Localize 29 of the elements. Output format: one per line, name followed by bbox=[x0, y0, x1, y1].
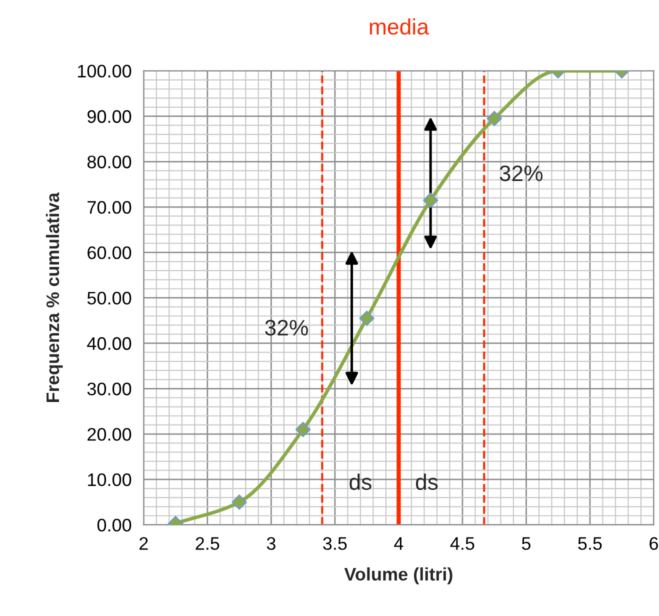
x-tick-label: 6 bbox=[650, 537, 658, 550]
y-tick-label: 10.00 bbox=[88, 473, 132, 486]
y-tick-label: 100.00 bbox=[78, 64, 132, 78]
y-tick-label: 40.00 bbox=[87, 337, 132, 350]
annotation: ds bbox=[416, 474, 438, 490]
point bbox=[295, 422, 311, 438]
y-tick-label: 30.00 bbox=[87, 382, 132, 396]
x-tick-label: 4.5 bbox=[450, 537, 474, 550]
annotation: ds bbox=[350, 474, 372, 490]
x-axis-title: Volume (litri) bbox=[344, 567, 452, 584]
y-tick-label: 70.00 bbox=[88, 200, 132, 214]
x-tick-label: 4 bbox=[394, 537, 404, 550]
y-tick-label: 60.00 bbox=[88, 246, 132, 260]
y-tick-label: 20.00 bbox=[88, 428, 132, 441]
point bbox=[359, 310, 374, 326]
y-tick-label: 90.00 bbox=[88, 110, 132, 123]
x-tick-label: 3 bbox=[266, 537, 276, 550]
y-axis-title: Frequenza % cumulativa bbox=[46, 192, 63, 402]
annotation: 32% bbox=[500, 165, 543, 182]
y-tick-label: 0.00 bbox=[97, 518, 132, 532]
y-tick-label: 80.00 bbox=[87, 156, 132, 168]
y-tick-label: 50.00 bbox=[87, 292, 132, 305]
annotation: 32% bbox=[265, 320, 308, 336]
x-tick-label: 2 bbox=[140, 537, 148, 550]
ref-line-label: media bbox=[370, 18, 429, 35]
x-tick-label: 5 bbox=[522, 537, 530, 550]
x-tick-label: 3.5 bbox=[323, 537, 347, 550]
x-tick-label: 2.5 bbox=[196, 537, 220, 550]
x-tick-label: 5.5 bbox=[578, 537, 602, 550]
